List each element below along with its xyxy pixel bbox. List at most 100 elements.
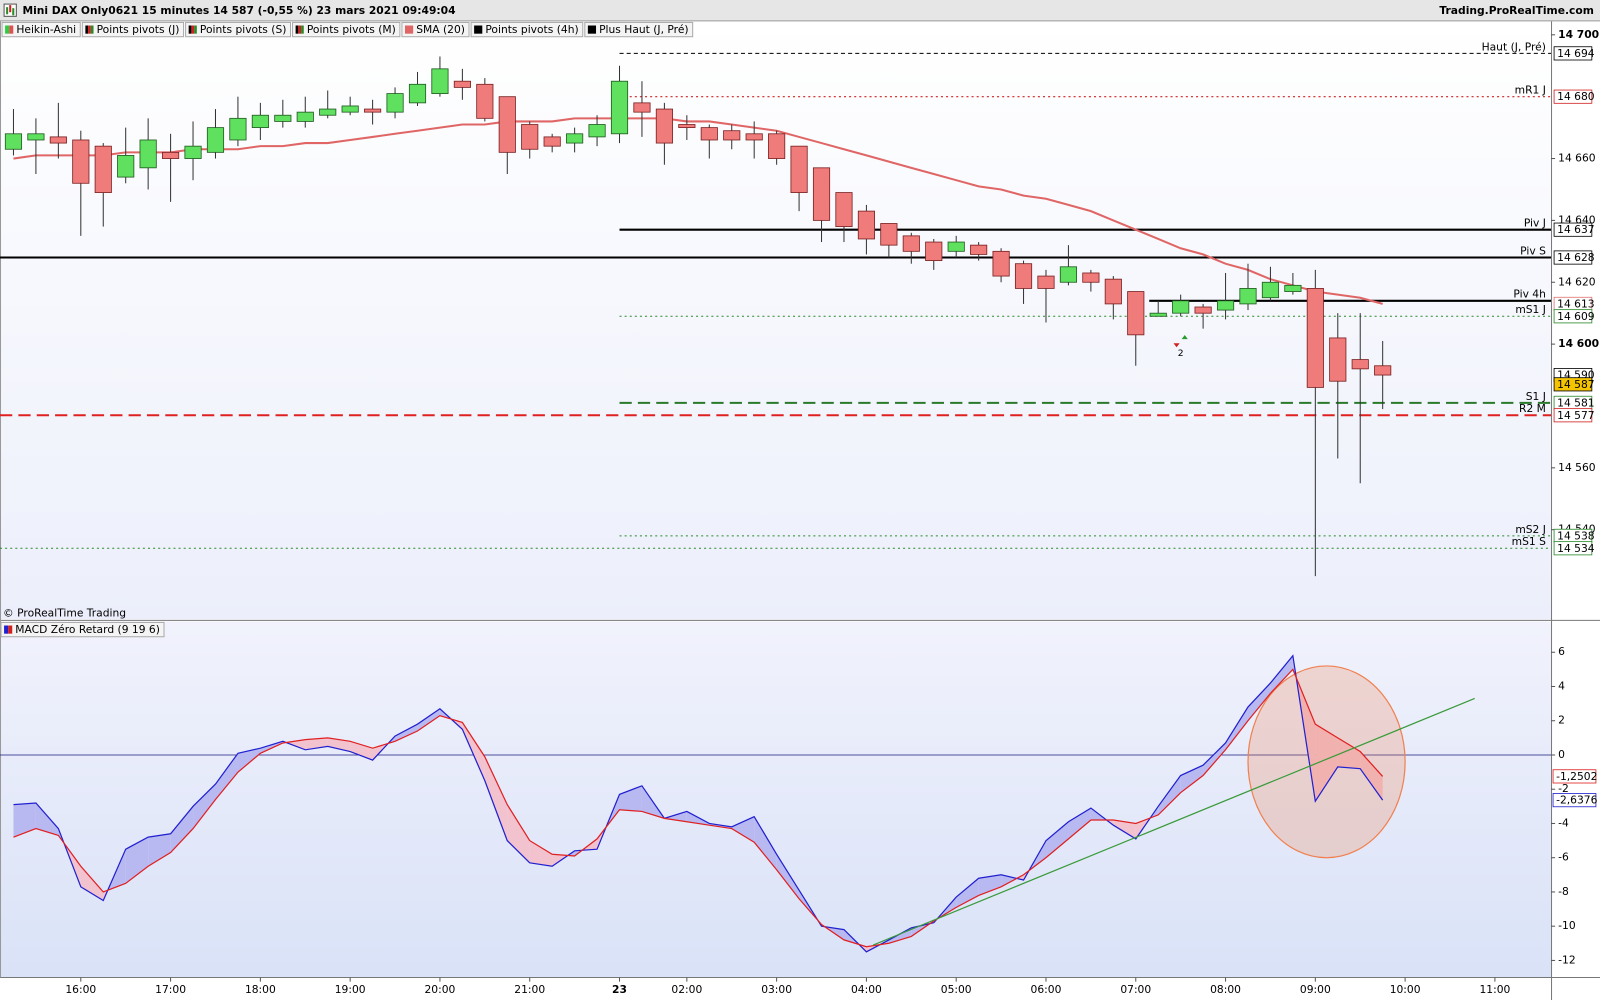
legend-label: Points pivots (4h): [485, 23, 578, 36]
x-tick-label: 08:00: [1210, 983, 1241, 996]
pivot-label: R2 M: [1519, 402, 1546, 415]
legend-swatch: [88, 25, 91, 34]
macd-fill: [80, 866, 104, 901]
candle-body: [1329, 337, 1347, 382]
candle-body: [1059, 266, 1078, 283]
price-tag-label: 14 637: [1557, 223, 1594, 236]
legend-swatch: [9, 25, 14, 34]
x-tick-label: 17:00: [155, 983, 186, 996]
macd-fill: [1203, 742, 1226, 776]
legend-label: Points pivots (S): [200, 23, 287, 36]
pivot-label: mS2 J: [1515, 523, 1546, 536]
candle-body: [1374, 365, 1392, 376]
candle-body: [723, 130, 741, 141]
macd-fill: [1225, 707, 1248, 750]
price-tag-label: 14 538: [1557, 529, 1595, 542]
macd-fill: [1180, 765, 1204, 793]
macd-fill: [582, 838, 598, 851]
candle-body: [453, 80, 471, 88]
macd-fill: [507, 804, 530, 863]
legend-swatch: [188, 25, 192, 34]
x-tick-label: 16:00: [65, 983, 96, 996]
value-label: -1,2502: [1556, 770, 1597, 783]
macd-fill: [327, 737, 351, 752]
candle-body: [1239, 288, 1257, 305]
macd-fill: [417, 708, 440, 732]
legend: Heikin-Ashi Points pivots (J) Points pivot…: [1, 21, 694, 38]
candle-body: [1149, 312, 1167, 317]
pivot-label: Piv 4h: [1513, 288, 1546, 301]
x-tick-label: 10:00: [1390, 983, 1421, 996]
candle-body: [4, 133, 23, 150]
y-tick-label: 4: [1558, 679, 1565, 692]
y-tick-label: 0: [1558, 748, 1565, 761]
candle-body: [296, 111, 314, 122]
price-tag: [1553, 408, 1593, 423]
candle-body: [1351, 359, 1369, 370]
candle-body: [521, 124, 539, 150]
candle-body: [790, 145, 808, 193]
signal-label: 2: [1178, 348, 1184, 359]
price-tag: [1553, 541, 1593, 556]
legend-swatch: [474, 25, 483, 34]
legend-swatch: [85, 25, 89, 34]
price-tag: [1553, 250, 1593, 265]
x-tick-label: 09:00: [1300, 983, 1331, 996]
value-tag: [1552, 793, 1597, 808]
candle-body: [251, 114, 269, 129]
macd-fill: [193, 784, 216, 829]
candle-body: [700, 127, 718, 141]
y-tick-label: 14 560: [1558, 461, 1596, 474]
macd-fill: [1068, 808, 1091, 839]
candle-body: [655, 108, 673, 144]
x-tick-label: 02:00: [671, 983, 702, 996]
pivot-label: mS1 S: [1512, 535, 1546, 548]
candle-body: [94, 145, 112, 193]
x-tick-label: 04:00: [851, 983, 882, 996]
candle-body: [1104, 278, 1122, 305]
pivot-label: Piv J: [1524, 217, 1546, 230]
price-tag-label: 14 577: [1557, 409, 1594, 422]
legend-swatch: [587, 25, 597, 34]
price-tag-label: 14 613: [1557, 297, 1594, 310]
macd-fill: [1270, 655, 1293, 694]
candle-body: [970, 244, 988, 255]
price-tag: [1553, 46, 1593, 61]
macd-fill: [395, 724, 418, 742]
pivot-label: S1 J: [1526, 390, 1546, 403]
macd-fill: [1247, 683, 1271, 721]
legend-item: [292, 21, 401, 38]
macd-panel: [0, 621, 1552, 978]
macd-fill: [125, 837, 149, 884]
candle-body: [184, 145, 202, 159]
candle-body: [812, 167, 831, 221]
y-tick-label: 14 620: [1558, 275, 1596, 288]
candle-body: [543, 136, 561, 147]
legend-swatch: [298, 25, 302, 34]
candle-body: [947, 241, 965, 252]
y-tick-label: -12: [1558, 953, 1575, 966]
candle-body: [408, 83, 427, 104]
x-tick-label: 20:00: [425, 983, 456, 996]
legend-swatch: [90, 25, 94, 34]
legend-swatch: [301, 25, 304, 34]
candle-body: [588, 124, 606, 138]
candle-body: [1082, 272, 1100, 283]
candle-body: [72, 139, 90, 184]
candle-body: [229, 117, 247, 141]
y-tick-label: 2: [1558, 714, 1565, 727]
candle-body: [925, 241, 943, 262]
price-tag: [1553, 309, 1593, 324]
trendline: [872, 697, 1475, 946]
highlight-ellipse: [1247, 665, 1406, 859]
candle-body: [610, 80, 629, 135]
pivot-label: mR1 J: [1515, 84, 1546, 97]
candle-body: [992, 250, 1010, 277]
candle-body: [1216, 300, 1235, 311]
candle-body: [835, 192, 853, 227]
pivot-label: mS1 J: [1515, 303, 1546, 316]
candle-body: [117, 155, 135, 178]
legend-label: Points pivots (J): [97, 23, 180, 36]
